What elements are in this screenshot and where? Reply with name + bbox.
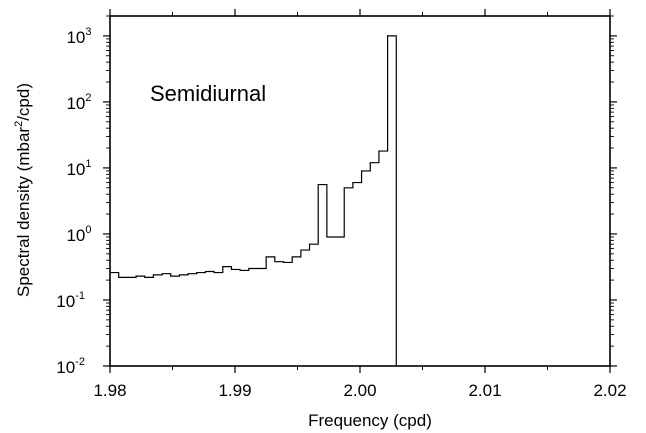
spectrum-step-line xyxy=(110,35,397,366)
y-tick-label: 10-1 xyxy=(56,290,85,311)
y-tick-label: 100 xyxy=(66,224,91,245)
y-axis-title-suffix: /cpd) xyxy=(14,83,33,121)
plot-frame xyxy=(109,15,611,367)
x-tick-label: 1.98 xyxy=(93,381,126,400)
y-tick-label: 101 xyxy=(66,158,91,179)
y-tick-label: 102 xyxy=(66,92,91,113)
y-tick-label: 103 xyxy=(66,26,91,47)
x-tick-label: 2.00 xyxy=(343,381,376,400)
x-tick-label: 2.02 xyxy=(593,381,626,400)
y-axis-title-sup: 2 xyxy=(13,121,25,127)
x-axis-title: Frequency (cpd) xyxy=(308,411,432,430)
semidiurnal-annotation: Semidiurnal xyxy=(150,81,266,106)
axis-ticks xyxy=(103,9,617,373)
x-tick-label: 1.99 xyxy=(218,381,251,400)
y-tick-label: 10-2 xyxy=(56,356,85,377)
y-axis-title-prefix: Spectral density (mbar xyxy=(14,127,33,297)
y-tick-labels: 10-2 10-1 100 101 102 103 xyxy=(56,26,91,377)
y-axis-title: Spectral density (mbar2/cpd) xyxy=(13,83,33,297)
x-tick-labels: 1.98 1.99 2.00 2.01 2.02 xyxy=(93,381,626,400)
x-tick-label: 2.01 xyxy=(468,381,501,400)
